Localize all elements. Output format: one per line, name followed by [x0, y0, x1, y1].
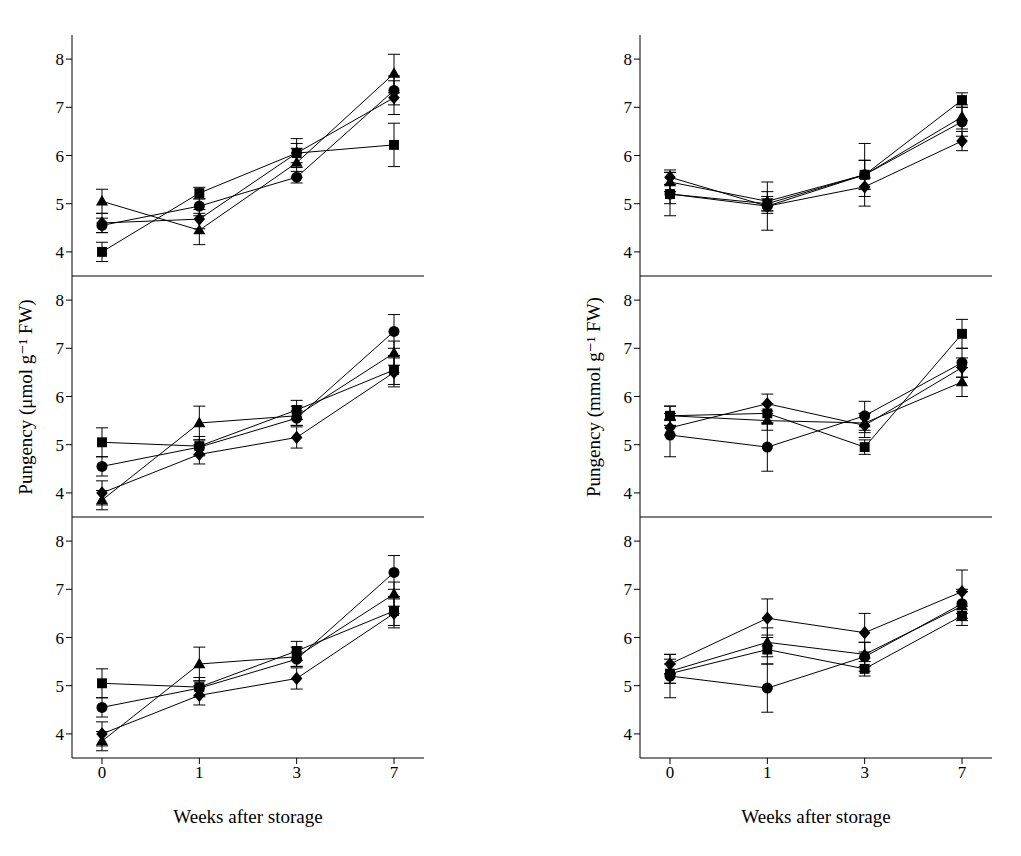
- svg-text:3: 3: [860, 763, 869, 782]
- svg-text:8: 8: [624, 291, 633, 310]
- svg-text:8: 8: [56, 291, 65, 310]
- svg-text:7: 7: [624, 339, 633, 358]
- svg-text:6: 6: [56, 629, 65, 648]
- svg-text:5: 5: [56, 195, 65, 214]
- svg-text:5: 5: [624, 436, 633, 455]
- svg-text:6: 6: [624, 147, 633, 166]
- svg-text:4: 4: [624, 484, 633, 503]
- svg-text:8: 8: [56, 532, 65, 551]
- svg-text:0: 0: [98, 763, 107, 782]
- svg-text:8: 8: [624, 532, 633, 551]
- html-text:Weeks after storage: Weeks after storage: [741, 806, 891, 827]
- svg-text:6: 6: [624, 388, 633, 407]
- svg-text:5: 5: [56, 677, 65, 696]
- svg-text:0: 0: [666, 763, 675, 782]
- svg-text:7: 7: [624, 580, 633, 599]
- svg-text:5: 5: [56, 436, 65, 455]
- html-text:Pungency (μmol g⁻¹ FW): Pungency (μmol g⁻¹ FW): [14, 298, 36, 495]
- svg-text:7: 7: [958, 763, 967, 782]
- svg-text:3: 3: [292, 763, 301, 782]
- svg-text:7: 7: [56, 580, 65, 599]
- html-text:Weeks after storage: Weeks after storage: [173, 806, 323, 827]
- svg-text:7: 7: [56, 98, 65, 117]
- svg-text:4: 4: [624, 243, 633, 262]
- svg-text:4: 4: [624, 725, 633, 744]
- svg-text:4: 4: [56, 484, 65, 503]
- svg-text:6: 6: [56, 388, 65, 407]
- svg-text:5: 5: [624, 195, 633, 214]
- svg-text:5: 5: [624, 677, 633, 696]
- svg-text:6: 6: [56, 147, 65, 166]
- svg-text:4: 4: [56, 725, 65, 744]
- svg-text:8: 8: [624, 50, 633, 69]
- svg-text:1: 1: [195, 763, 204, 782]
- svg-text:4: 4: [56, 243, 65, 262]
- svg-text:7: 7: [390, 763, 399, 782]
- svg-text:1: 1: [763, 763, 772, 782]
- html-text:Pungency (mmol g⁻¹ FW): Pungency (mmol g⁻¹ FW): [582, 296, 604, 497]
- svg-text:6: 6: [624, 629, 633, 648]
- svg-text:8: 8: [56, 50, 65, 69]
- svg-text:7: 7: [56, 339, 65, 358]
- svg-text:7: 7: [624, 98, 633, 117]
